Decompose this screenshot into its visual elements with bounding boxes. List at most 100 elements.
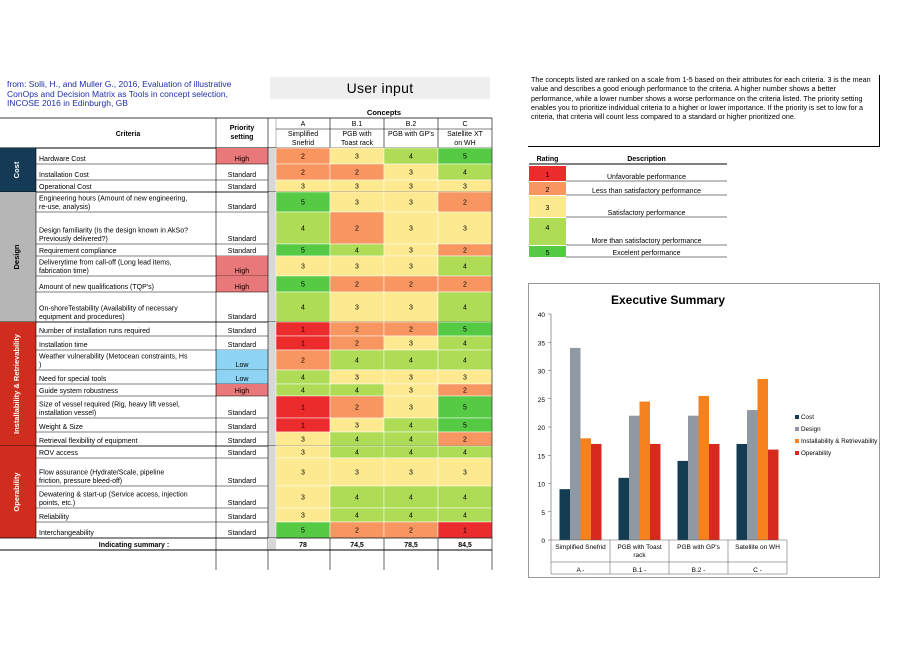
score-value: 3	[355, 423, 359, 430]
score-value: 2	[355, 528, 359, 535]
rating-value: 4	[546, 225, 550, 232]
criteria-text: Weather vulnerability (Metocean constrai…	[39, 353, 188, 369]
legend-swatch	[795, 451, 799, 455]
chart-bar	[677, 460, 688, 540]
score-value: 4	[463, 341, 467, 348]
priority-cell[interactable]	[216, 256, 268, 276]
priority-value[interactable]: Standard	[228, 500, 257, 507]
group-band	[0, 322, 36, 446]
score-value: 3	[463, 184, 467, 191]
priority-cell[interactable]	[216, 276, 268, 292]
priority-value[interactable]: Standard	[228, 184, 257, 191]
priority-value[interactable]: Standard	[228, 438, 257, 445]
score-value: 3	[355, 470, 359, 477]
score-value: 5	[463, 405, 467, 412]
score-value: 3	[409, 470, 413, 477]
score-value: 3	[301, 184, 305, 191]
score-value: 5	[301, 282, 305, 289]
criteria-header: Criteria	[116, 131, 141, 138]
score-value: 3	[463, 375, 467, 382]
citation-text: from: Solli, H., and Muller G., 2016, Ev…	[7, 79, 232, 109]
priority-value[interactable]: Standard	[228, 204, 257, 211]
rating-swatch	[529, 246, 566, 257]
score-value: 2	[301, 358, 305, 365]
priority-value[interactable]: Standard	[228, 450, 257, 457]
score-cell[interactable]	[329, 211, 385, 245]
score-value: 2	[463, 282, 467, 289]
score-value: 1	[301, 341, 305, 348]
group-band	[0, 446, 36, 538]
score-value: 3	[355, 154, 359, 161]
summary-value: 84,5	[458, 542, 472, 549]
criteria-text: Deliverytime from call-off (Long lead it…	[39, 259, 172, 275]
score-value: 4	[355, 248, 359, 255]
score-cell[interactable]	[275, 211, 331, 245]
priority-cell[interactable]	[216, 148, 268, 164]
score-value: 5	[463, 154, 467, 161]
score-value: 4	[301, 226, 305, 233]
score-value: 4	[409, 513, 413, 520]
rating-swatch	[529, 182, 566, 195]
rating-description: More than satisfactory performance	[591, 238, 701, 245]
rating-header: Rating	[537, 156, 559, 163]
priority-value[interactable]: High	[235, 156, 250, 163]
priority-value[interactable]: Low	[236, 376, 250, 383]
priority-cell[interactable]	[216, 370, 268, 384]
score-value: 4	[463, 450, 467, 457]
criteria-text: Installation Cost	[39, 172, 89, 179]
criteria-text: Requirement compliance	[39, 248, 117, 255]
group-label: Installability & Retrievability	[12, 333, 21, 434]
priority-value[interactable]: Standard	[228, 172, 257, 179]
priority-value[interactable]: Standard	[228, 236, 257, 243]
x-category-label: Satellite on WH	[735, 544, 780, 551]
score-value: 2	[355, 405, 359, 412]
criteria-text: Amount of new qualifications (TQP's)	[39, 284, 154, 291]
score-value: 2	[355, 170, 359, 177]
legend-label: Cost	[801, 414, 814, 421]
group-band	[0, 148, 36, 192]
priority-value[interactable]: Standard	[228, 328, 257, 335]
criteria-text: Guide system robustness	[39, 388, 118, 395]
score-value: 4	[355, 450, 359, 457]
score-value: 1	[301, 423, 305, 430]
priority-value[interactable]: Standard	[228, 530, 257, 537]
score-value: 4	[409, 358, 413, 365]
chart-bar	[618, 477, 629, 540]
priority-value[interactable]: Standard	[228, 342, 257, 349]
score-value: 2	[409, 327, 413, 334]
description-header: Description	[627, 156, 666, 163]
score-value: 2	[355, 341, 359, 348]
score-value: 3	[409, 388, 413, 395]
summary-value: 78,5	[404, 542, 418, 549]
score-cell[interactable]	[383, 291, 439, 323]
score-cell[interactable]	[275, 457, 331, 487]
score-value: 4	[463, 170, 467, 177]
score-value: 3	[301, 470, 305, 477]
priority-cell[interactable]	[216, 384, 268, 396]
priority-value[interactable]: High	[235, 268, 250, 275]
score-cell[interactable]	[329, 291, 385, 323]
priority-value[interactable]: High	[235, 284, 250, 291]
score-cell[interactable]	[383, 457, 439, 487]
priority-value[interactable]: Standard	[228, 478, 257, 485]
rating-swatch	[529, 218, 566, 245]
score-cell[interactable]	[437, 291, 493, 323]
x-category-code: A -	[577, 567, 585, 574]
priority-value[interactable]: Standard	[228, 410, 257, 417]
priority-value[interactable]: Standard	[228, 514, 257, 521]
score-value: 2	[463, 200, 467, 207]
x-category-code: C -	[753, 567, 762, 574]
score-cell[interactable]	[437, 211, 493, 245]
priority-cell[interactable]	[216, 350, 268, 370]
score-value: 3	[301, 495, 305, 502]
score-value: 4	[355, 437, 359, 444]
rating-description: Unfavorable performance	[607, 174, 686, 181]
priority-value[interactable]: Low	[236, 362, 250, 369]
priority-value[interactable]: Standard	[228, 314, 257, 321]
score-value: 4	[301, 375, 305, 382]
priority-value[interactable]: Standard	[228, 424, 257, 431]
score-value: 5	[463, 327, 467, 334]
chart-bar	[757, 378, 768, 540]
priority-value[interactable]: Standard	[228, 248, 257, 255]
priority-value[interactable]: High	[235, 388, 250, 395]
